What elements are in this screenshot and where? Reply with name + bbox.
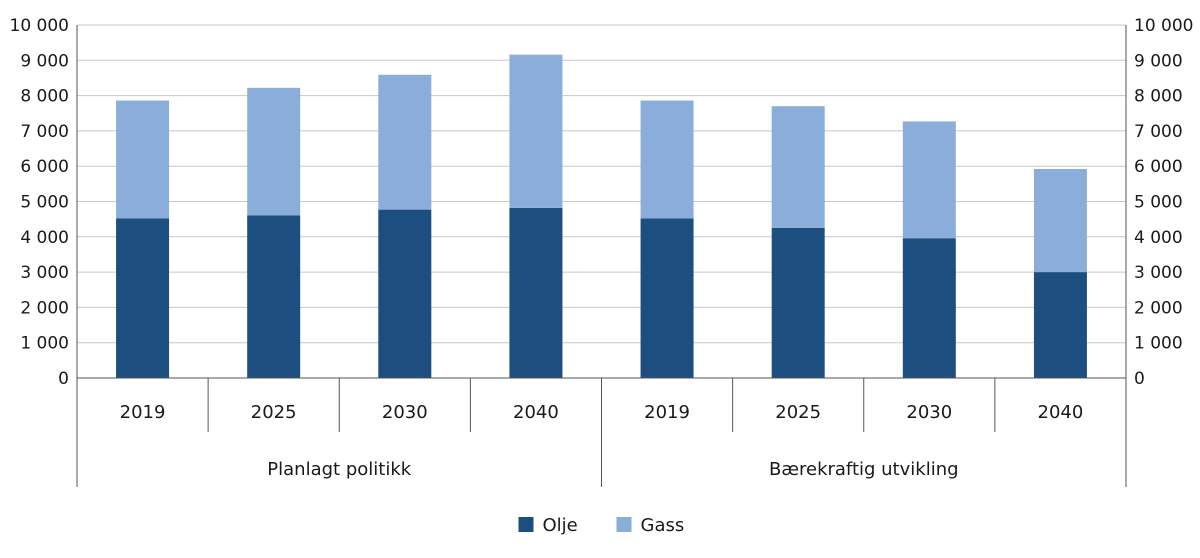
x-category-label: 2019	[120, 402, 166, 423]
bar-gass-2019	[640, 100, 694, 219]
y-tick-label-right: 9 000	[1134, 51, 1183, 71]
bar-gass-2040	[509, 54, 563, 208]
y-tick-label-left: 8 000	[20, 87, 69, 107]
x-category-label: 2040	[1038, 402, 1084, 423]
bar-gass-2025	[247, 87, 301, 216]
y-tick-label-left: 9 000	[20, 51, 69, 71]
bar-olje-2019	[640, 218, 694, 378]
legend-label-gass: Gass	[641, 515, 685, 536]
x-group-label: Planlagt politikk	[267, 459, 411, 480]
x-axis-categories: 2019 2025 2030 2040 2019 2025 2030 2040 Planlagt…	[120, 402, 1084, 480]
y-tick-label-right: 4 000	[1134, 228, 1183, 248]
bar-gass-2025	[771, 106, 825, 228]
bar-olje-2030	[902, 238, 956, 378]
y-tick-label-right: 8 000	[1134, 87, 1183, 107]
y-tick-label-right: 6 000	[1134, 157, 1183, 177]
x-category-label: 2040	[513, 402, 559, 423]
x-category-label: 2025	[251, 402, 297, 423]
y-tick-label-left: 3 000	[20, 263, 69, 283]
y-tick-label-left: 1 000	[20, 334, 69, 354]
y-tick-label-right: 3 000	[1134, 263, 1183, 283]
y-tick-label-right: 2 000	[1134, 298, 1183, 318]
y-tick-label-right: 7 000	[1134, 122, 1183, 142]
bar-gass-2019	[116, 100, 170, 219]
legend-swatch-olje	[518, 517, 534, 532]
y-tick-label-left: 10 000	[10, 16, 69, 36]
bar-olje-2040	[509, 207, 563, 378]
gridlines	[77, 24, 1126, 344]
y-tick-label-right: 10 000	[1134, 16, 1193, 36]
y-tick-label-left: 4 000	[20, 228, 69, 248]
bar-olje-2025	[771, 227, 825, 378]
y-axis-left: 0 1 000 2 000 3 000 4 000 5 000 6 000 7 000 8 00…	[10, 16, 69, 389]
x-category-label: 2030	[382, 402, 428, 423]
x-group-label: Bærekraftig utvikling	[769, 459, 959, 480]
y-tick-label-left: 2 000	[20, 298, 69, 318]
bar-olje-2030	[378, 209, 432, 378]
legend-label-olje: Olje	[543, 515, 578, 536]
bar-gass-2040	[1033, 169, 1087, 273]
y-tick-label-left: 7 000	[20, 122, 69, 142]
y-tick-label-left: 6 000	[20, 157, 69, 177]
y-tick-label-right: 5 000	[1134, 193, 1183, 213]
x-category-label: 2019	[644, 402, 690, 423]
bar-olje-2040	[1033, 272, 1087, 378]
legend: Olje Gass	[518, 515, 685, 536]
bar-gass-2030	[902, 121, 956, 239]
y-tick-label-right: 1 000	[1134, 334, 1183, 354]
bar-olje-2019	[116, 218, 170, 378]
bars	[116, 54, 1087, 378]
bar-gass-2030	[378, 74, 432, 210]
y-axis-right: 0 1 000 2 000 3 000 4 000 5 000 6 000 7 000 8 00…	[1134, 16, 1193, 389]
legend-swatch-gass	[616, 517, 632, 532]
bar-olje-2025	[247, 215, 301, 378]
axes	[76, 25, 1127, 487]
y-tick-label-left: 5 000	[20, 193, 69, 213]
y-tick-label-left: 0	[58, 369, 69, 389]
x-category-label: 2025	[775, 402, 821, 423]
x-category-label: 2030	[906, 402, 952, 423]
y-tick-label-right: 0	[1134, 369, 1145, 389]
